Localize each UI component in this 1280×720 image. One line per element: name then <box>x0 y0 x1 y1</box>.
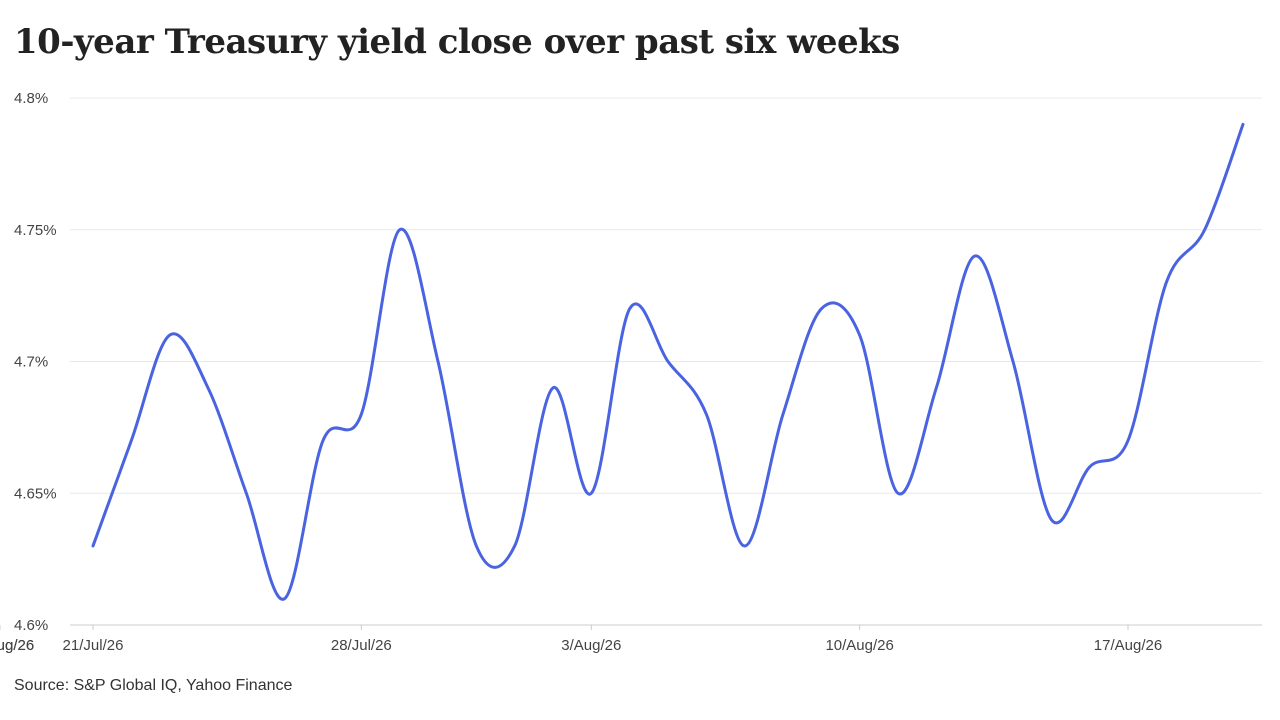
x-tick-label: 21/Jul/26 <box>63 637 124 654</box>
gridlines <box>70 97 1262 626</box>
y-tick-label: 4.8% <box>14 90 48 107</box>
y-axis: 4.6% 4.65% 4.7% 4.75% 4.8% <box>14 90 57 634</box>
x-tick-label: 10/Aug/26 <box>825 637 893 654</box>
x-tick-label: 3/Aug/26 <box>561 637 621 654</box>
x-tick-label: 24/Aug/26 <box>0 637 34 654</box>
chart-title: 10-year Treasury yield close over past s… <box>14 22 900 62</box>
x-tick-label: 17/Aug/26 <box>1094 637 1162 654</box>
x-tick-label: 31/Aug/26 <box>0 637 34 654</box>
y-tick-label: 4.65% <box>14 485 57 502</box>
source-note: Source: S&P Global IQ, Yahoo Finance <box>14 677 293 694</box>
y-tick-label: 4.75% <box>14 222 57 239</box>
y-tick-label: 4.6% <box>14 617 48 634</box>
x-tick-label: 28/Jul/26 <box>331 637 392 654</box>
x-axis: 21/Jul/26 28/Jul/26 3/Aug/26 10/Aug/26 17/Au… <box>0 625 1162 654</box>
series-layer <box>91 122 1245 601</box>
series-line <box>91 122 1245 601</box>
y-tick-label: 4.7% <box>14 354 48 371</box>
